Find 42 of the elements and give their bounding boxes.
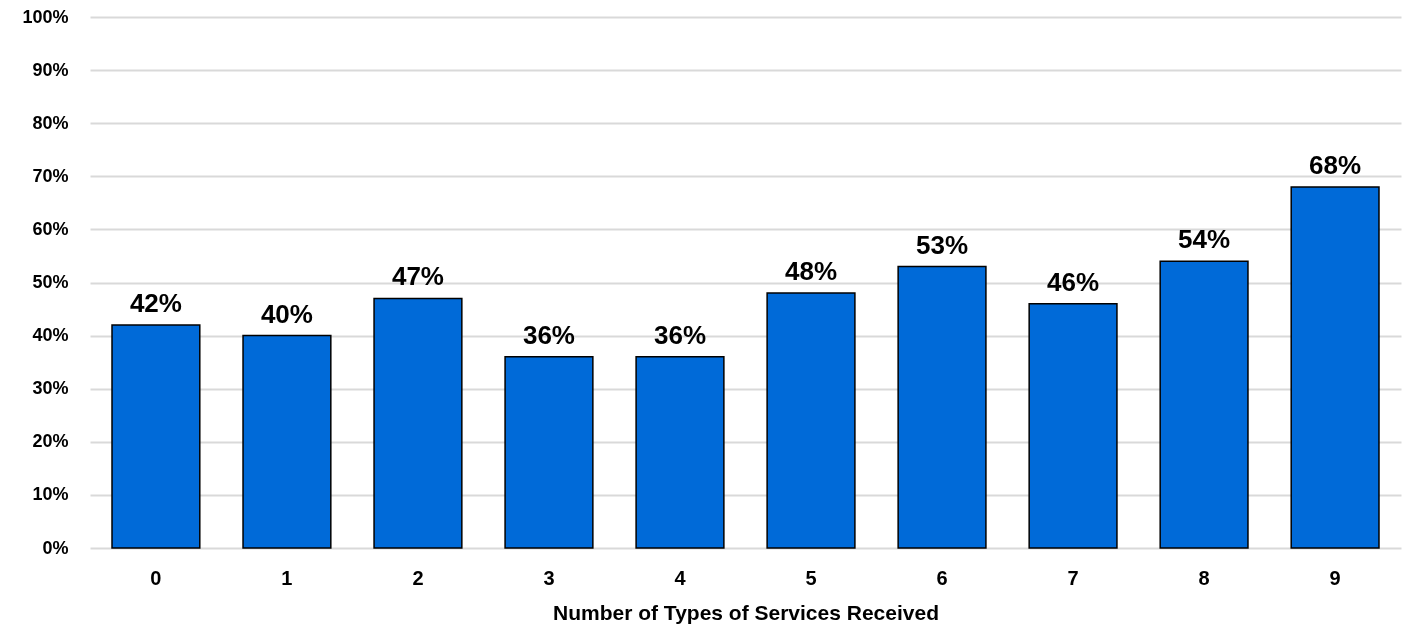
data-label: 48% [784,256,838,287]
y-tick-label: 40% [32,325,69,346]
y-tick-label: 70% [32,165,69,186]
y-tick-label: 60% [32,218,69,239]
data-label: 68% [1309,149,1362,180]
data-label: 54% [1178,224,1231,255]
x-tick-label: 8 [1198,566,1210,589]
y-tick-label: 90% [32,59,69,80]
x-tick-label: 7 [1067,566,1079,589]
data-label: 53% [916,229,969,260]
data-label: 42% [129,287,182,318]
y-tick-label: 20% [32,431,69,452]
x-tick-label: 4 [674,566,687,589]
bar [1159,260,1249,549]
y-tick-label: 100% [22,6,69,27]
bar [897,265,987,549]
y-tick-label: 80% [32,112,69,133]
data-label: 46% [1047,266,1100,297]
bar [635,356,725,549]
x-tick-label: 3 [543,566,555,589]
bar [1290,186,1380,549]
x-tick-label: 2 [412,566,424,589]
x-tick-label: 5 [805,566,817,589]
bar [242,334,332,549]
data-label: 40% [260,298,313,329]
bar [1028,302,1118,549]
y-tick-label: 30% [32,378,69,399]
x-axis-title: Number of Types of Services Received [553,600,939,624]
data-label: 36% [653,319,707,350]
data-label: 36% [522,319,575,350]
y-tick-label: 50% [32,272,69,292]
x-tick-label: 9 [1329,566,1341,589]
y-tick-label: 0% [42,537,69,558]
bar [766,292,856,549]
x-tick-label: 6 [936,566,948,589]
bar [373,297,463,549]
x-tick-label: 1 [281,566,293,589]
y-tick-label: 10% [32,484,69,505]
bar [111,324,201,549]
bar [504,356,594,549]
data-label: 47% [391,261,444,292]
x-tick-label: 0 [150,566,162,589]
